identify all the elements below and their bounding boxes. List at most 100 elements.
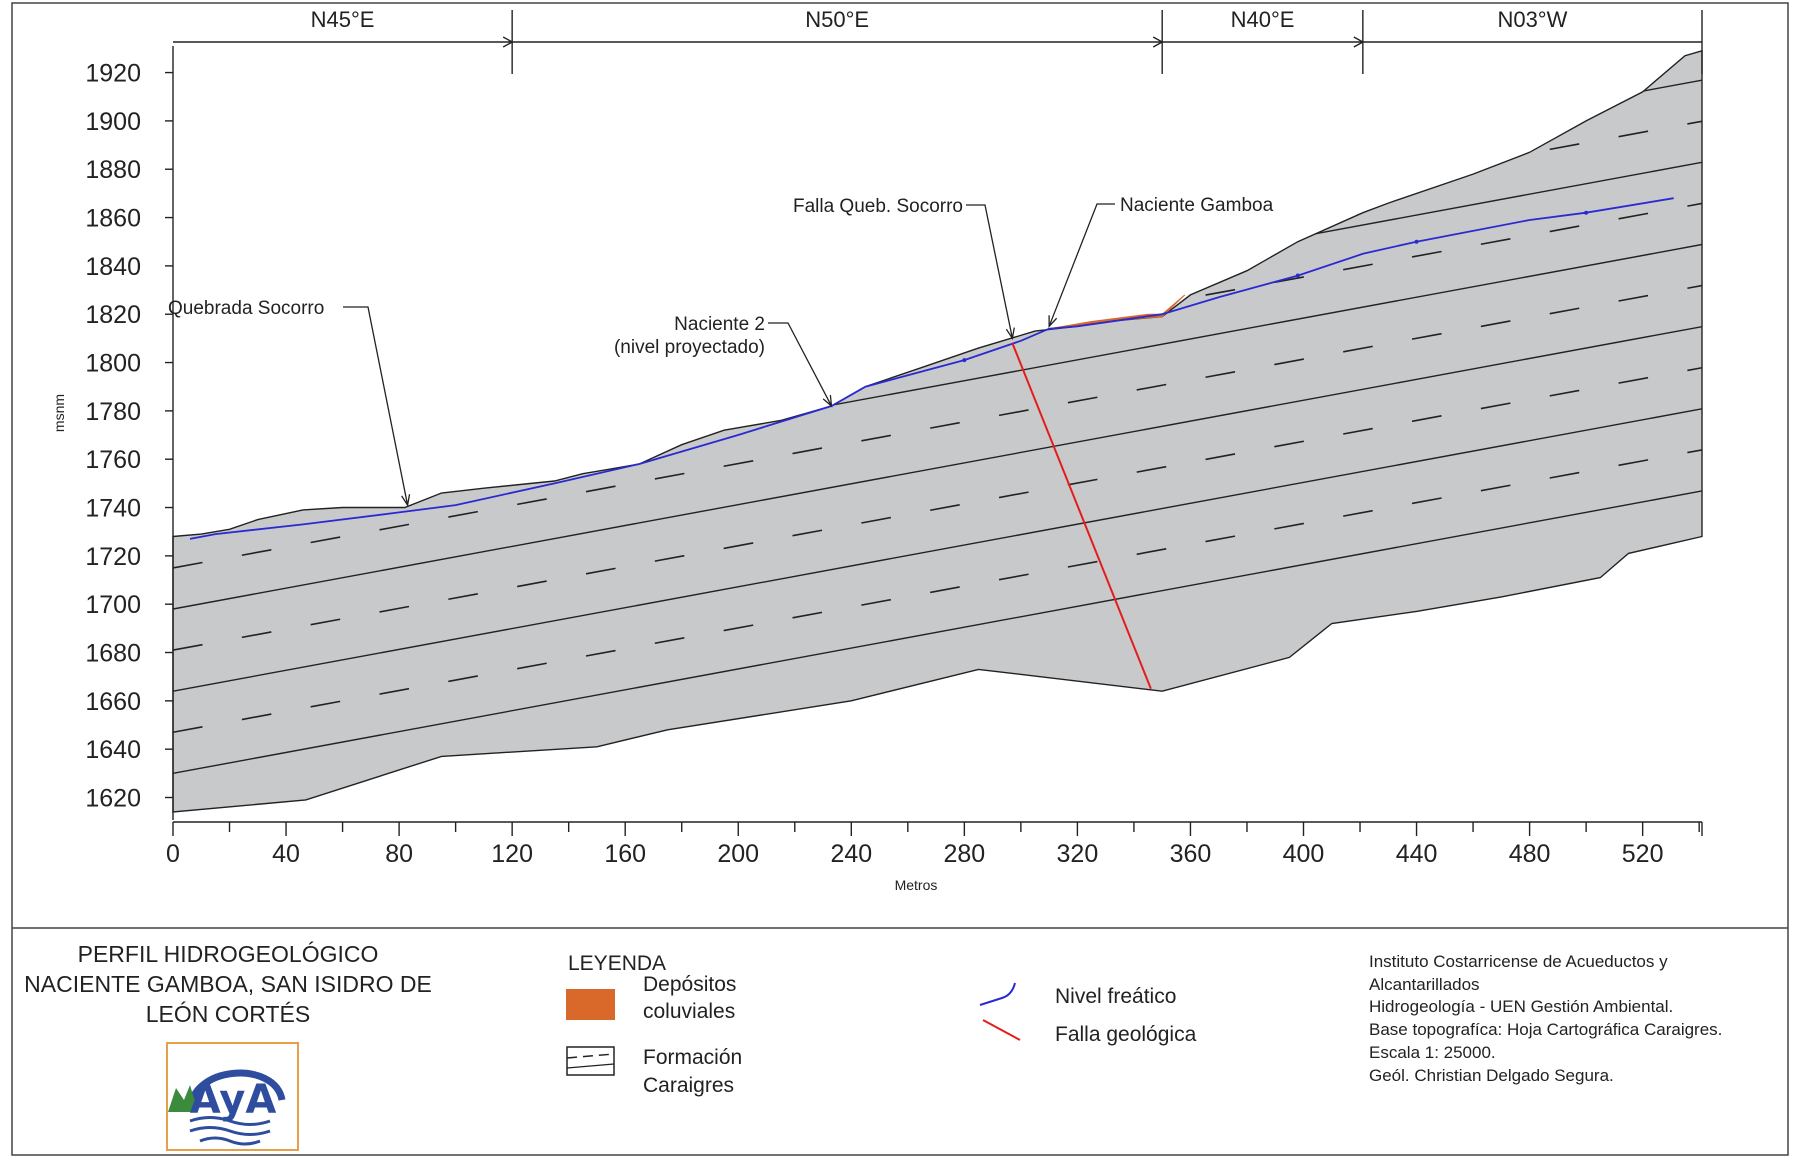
credits-line-6: Geól. Christian Delgado Segura. — [1369, 1066, 1614, 1085]
callout-naciente-gamboa-label: Naciente Gamboa — [1120, 195, 1274, 216]
x-tick-label: 200 — [717, 840, 759, 868]
x-tick-label: 400 — [1283, 840, 1325, 868]
callout-naciente-2-arrowhead — [822, 395, 833, 408]
x-tick-label: 280 — [943, 840, 985, 868]
fault-line — [1011, 342, 1152, 690]
x-tick-label: 480 — [1509, 840, 1551, 868]
stratum-contact — [173, 50, 1702, 117]
callout-naciente-2-label: (nivel proyectado) — [614, 337, 765, 358]
sheet-frame — [11, 2, 1789, 1156]
callout-falla-queb-socorro-label: Falla Queb. Socorro — [793, 196, 963, 217]
callout-falla-queb-socorro-leader — [966, 204, 1014, 339]
callout-quebrada-socorro: Quebrada Socorro — [168, 298, 411, 507]
callout-quebrada-socorro-arrowhead — [401, 494, 411, 507]
y-tick-label: 1700 — [85, 591, 141, 619]
x-tick-label: 160 — [604, 840, 646, 868]
legend: LEYENDA Depósitos coluviales Formación C… — [566, 952, 1197, 1097]
credits-line-5: Escala 1: 25000. — [1369, 1043, 1496, 1062]
callout-quebrada-socorro-label: Quebrada Socorro — [168, 298, 324, 319]
logo-wave-1 — [189, 1116, 271, 1126]
water-table-marker — [1584, 210, 1589, 215]
stratum-contact — [173, 408, 1702, 692]
direction-label: N45°E — [311, 7, 375, 32]
y-axis-title: msnm — [51, 394, 67, 432]
legend-colluvium-line-2: coluviales — [643, 1000, 735, 1023]
logo-wave-2 — [189, 1126, 271, 1136]
legend-water-table-label: Nivel freático — [1055, 985, 1176, 1008]
x-tick-label: 440 — [1396, 840, 1438, 868]
y-tick-label: 1660 — [85, 688, 141, 716]
stratum-contact — [173, 490, 1702, 775]
y-tick-label: 1760 — [85, 446, 141, 474]
callouts: Quebrada Socorro Naciente 2(nivel proyect… — [168, 195, 1274, 507]
direction-label: N03°W — [1497, 7, 1567, 32]
logo-mountains — [168, 1085, 198, 1112]
map-title-line-1: PERFIL HIDROGEOLÓGICO — [78, 941, 379, 967]
callout-naciente-2-leader — [768, 322, 833, 407]
logo-wave-3 — [199, 1136, 261, 1146]
stratum-dashed — [173, 50, 1702, 76]
chart-area — [172, 49, 1703, 813]
callout-naciente-gamboa: Naciente Gamboa — [1048, 195, 1274, 328]
x-tick-label: 240 — [830, 840, 872, 868]
stratum-dashed — [173, 449, 1702, 734]
stratum-dashed — [173, 50, 1702, 158]
credits-line-2: Alcantarillados — [1369, 975, 1480, 994]
logo-text: AyA — [190, 1077, 277, 1123]
formation-caraigres-body — [172, 49, 1703, 813]
legend-formation-line-1: Formación — [643, 1046, 742, 1069]
credits-line-3: Hidrogeología - UEN Gestión Ambiental. — [1369, 997, 1673, 1016]
y-tick-label: 1780 — [85, 398, 141, 426]
x-tick-label: 120 — [491, 840, 533, 868]
callout-quebrada-socorro-leader — [343, 306, 409, 506]
stratum-dashed — [173, 284, 1702, 569]
y-tick-label: 1720 — [85, 543, 141, 571]
x-tick-label: 0 — [166, 840, 180, 868]
y-tick-label: 1820 — [85, 301, 141, 329]
credits-line-1: Instituto Costarricense de Acueductos y — [1369, 952, 1668, 971]
map-title-line-3: LEÓN CORTÉS — [146, 1001, 310, 1027]
legend-formation-swatch — [566, 1046, 615, 1076]
stratum-contact — [173, 325, 1702, 610]
aya-logo: AyA — [166, 1042, 299, 1151]
y-tick-label: 1840 — [85, 253, 141, 281]
callout-naciente-gamboa-arrowhead — [1048, 315, 1058, 328]
callout-naciente-gamboa-leader — [1048, 203, 1115, 327]
stratum-dashed — [173, 366, 1702, 651]
legend-colluvium-swatch — [566, 989, 615, 1020]
water-table-marker — [962, 358, 967, 363]
direction-label: N50°E — [805, 7, 869, 32]
x-tick-label: 360 — [1170, 840, 1212, 868]
x-tick-label: 40 — [272, 840, 300, 868]
y-tick-label: 1740 — [85, 495, 141, 523]
water-table-line — [189, 197, 1674, 540]
y-tick-label: 1860 — [85, 205, 141, 233]
legend-fault-label: Falla geológica — [1055, 1023, 1197, 1046]
callout-falla-queb-socorro-arrowhead — [1005, 327, 1015, 341]
legend-formation-line-2: Caraigres — [643, 1074, 734, 1097]
stratum-contact — [173, 50, 1702, 199]
x-axis-title: Metros — [895, 877, 938, 893]
axes: 1620 1640 1660 1680 1700 1720 1740 1760 1780 1800… — [85, 7, 1703, 868]
callout-falla-queb-socorro: Falla Queb. Socorro — [793, 196, 1015, 341]
credits-line-4: Base topografíca: Hoja Cartográfica Cara… — [1369, 1020, 1722, 1039]
y-tick-label: 1920 — [85, 60, 141, 88]
direction-label: N40°E — [1231, 7, 1295, 32]
y-tick-label: 1880 — [85, 156, 141, 184]
y-tick-label: 1620 — [85, 785, 141, 813]
credits: Instituto Costarricense de Acueductos y … — [1369, 952, 1722, 1085]
legend-water-table-symbol — [979, 982, 1016, 1006]
water-table-marker — [1295, 273, 1300, 278]
legend-heading: LEYENDA — [568, 952, 666, 975]
y-tick-label: 1680 — [85, 640, 141, 668]
y-tick-label: 1900 — [85, 108, 141, 136]
x-tick-label: 80 — [385, 840, 413, 868]
legend-colluvium-line-1: Depósitos — [643, 973, 736, 996]
map-title: PERFIL HIDROGEOLÓGICO NACIENTE GAMBOA, S… — [24, 941, 432, 1027]
x-tick-label: 520 — [1622, 840, 1664, 868]
callout-naciente-2: Naciente 2(nivel proyectado) — [614, 314, 833, 408]
water-table-marker — [1414, 239, 1419, 244]
map-title-line-2: NACIENTE GAMBOA, SAN ISIDRO DE — [24, 971, 432, 997]
